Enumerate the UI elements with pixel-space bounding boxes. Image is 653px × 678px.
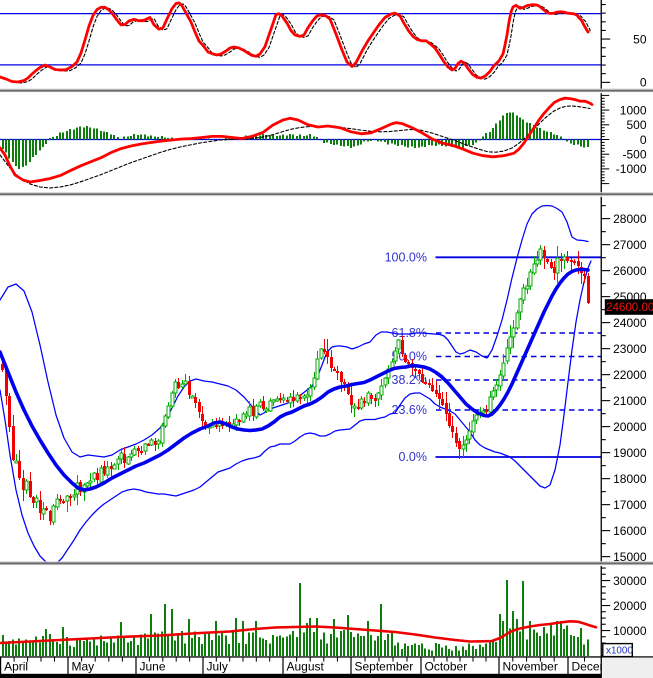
svg-text:19000: 19000 <box>613 446 647 460</box>
svg-text:38.2%: 38.2% <box>392 373 427 387</box>
svg-text:10000: 10000 <box>613 624 647 638</box>
svg-text:1000: 1000 <box>620 103 647 117</box>
svg-text:September: September <box>355 660 414 674</box>
svg-text:28000: 28000 <box>613 212 647 226</box>
svg-text:21000: 21000 <box>613 394 647 408</box>
svg-text:27000: 27000 <box>613 238 647 252</box>
svg-text:20000: 20000 <box>613 420 647 434</box>
svg-text:x1000: x1000 <box>606 646 633 657</box>
svg-text:November: November <box>503 660 558 674</box>
svg-text:500: 500 <box>626 118 646 132</box>
svg-text:August: August <box>287 660 325 674</box>
svg-text:0: 0 <box>640 133 647 147</box>
svg-text:23.6%: 23.6% <box>392 403 427 417</box>
svg-text:0.0%: 0.0% <box>399 450 428 464</box>
svg-text:22000: 22000 <box>613 368 647 382</box>
svg-text:15000: 15000 <box>613 550 647 564</box>
svg-text:50.0%: 50.0% <box>392 350 427 364</box>
svg-text:18000: 18000 <box>613 472 647 486</box>
svg-text:61.8%: 61.8% <box>392 326 427 340</box>
svg-text:October: October <box>425 660 468 674</box>
svg-text:July: July <box>207 660 228 674</box>
svg-text:24600.00: 24600.00 <box>606 301 653 314</box>
svg-text:December: December <box>572 660 627 674</box>
svg-text:16000: 16000 <box>613 524 647 538</box>
svg-text:June: June <box>140 660 166 674</box>
svg-text:24000: 24000 <box>613 316 647 330</box>
svg-text:-1000: -1000 <box>616 162 647 176</box>
svg-text:50: 50 <box>633 32 647 46</box>
svg-text:30000: 30000 <box>613 574 647 588</box>
svg-text:20000: 20000 <box>613 599 647 613</box>
svg-text:17000: 17000 <box>613 498 647 512</box>
svg-text:26000: 26000 <box>613 264 647 278</box>
svg-text:May: May <box>72 660 95 674</box>
svg-text:April: April <box>4 660 28 674</box>
svg-text:23000: 23000 <box>613 342 647 356</box>
svg-text:0: 0 <box>640 76 647 90</box>
svg-text:-500: -500 <box>622 148 646 162</box>
svg-text:100.0%: 100.0% <box>385 251 427 265</box>
